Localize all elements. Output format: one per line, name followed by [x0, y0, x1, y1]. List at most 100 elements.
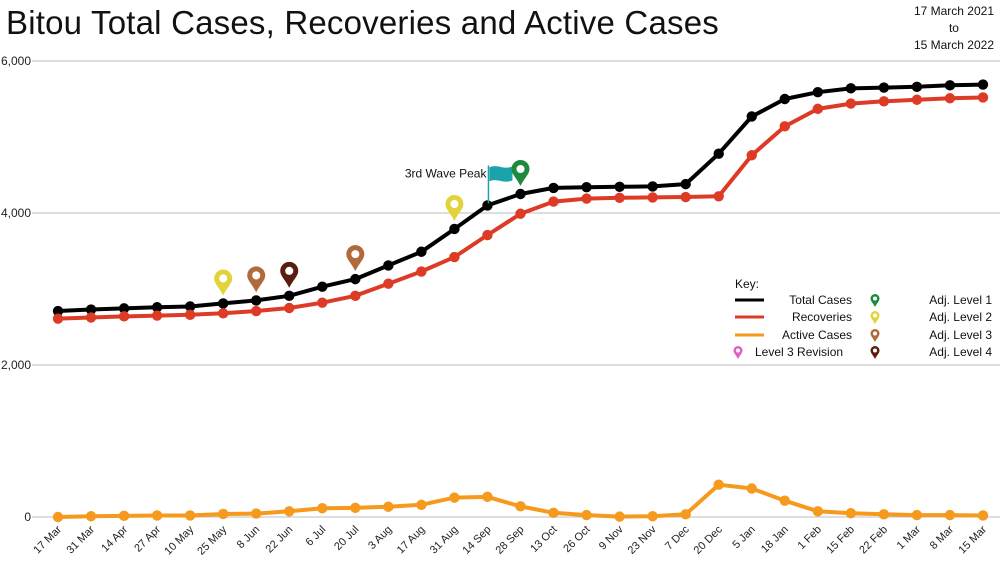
data-point-active-cases — [251, 508, 262, 519]
wave-peak-label: 3rd Wave Peak — [405, 166, 488, 180]
data-point-total-cases — [548, 182, 559, 194]
data-point-recoveries — [911, 94, 923, 105]
data-point-recoveries — [416, 266, 427, 277]
x-tick-label: 18 Jan — [759, 524, 791, 556]
data-point-active-cases — [151, 510, 163, 521]
y-tick-label: 6,000 — [1, 54, 31, 68]
data-point-recoveries — [217, 308, 229, 319]
data-point-active-cases — [217, 508, 229, 520]
series-line-active-cases — [56, 482, 985, 519]
data-point-active-cases — [284, 506, 295, 517]
date-range-to-word: to — [948, 21, 959, 35]
data-point-total-cases — [118, 303, 130, 314]
legend-label-revision: Level 3 Revision — [755, 345, 843, 359]
data-point-total-cases — [151, 302, 163, 313]
x-tick-label: 22 Feb — [857, 524, 890, 557]
marker-adj-level-2-icon — [214, 269, 233, 296]
legend-label-level-4: Adj. Level 4 — [929, 345, 992, 359]
data-point-recoveries — [251, 305, 262, 317]
data-point-total-cases — [251, 295, 262, 306]
pin-hole — [219, 274, 228, 283]
x-tick-label: 9 Nov — [597, 523, 626, 552]
data-point-active-cases — [911, 509, 923, 521]
x-tick-label: 5 Jan — [730, 524, 758, 552]
data-point-active-cases — [779, 495, 790, 506]
x-tick-label: 25 May — [195, 523, 229, 557]
data-point-active-cases — [713, 479, 724, 490]
data-point-active-cases — [52, 511, 64, 523]
x-tick-label: 3 Aug — [366, 524, 394, 552]
date-range-to: 15 March 2022 — [913, 38, 994, 52]
x-tick-label: 15 Feb — [824, 524, 857, 557]
legend-label-active-cases: Active Cases — [782, 328, 852, 342]
y-tick-label: 4,000 — [1, 206, 31, 220]
series-layer — [52, 79, 989, 523]
pin-hole — [735, 348, 741, 353]
data-point-recoveries — [746, 150, 757, 161]
x-tick-label: 8 Mar — [928, 523, 957, 552]
data-point-recoveries — [52, 313, 64, 324]
data-point-recoveries — [151, 310, 163, 321]
x-tick-label: 7 Dec — [663, 523, 692, 552]
data-point-recoveries — [85, 312, 97, 323]
data-point-total-cases — [977, 79, 989, 90]
data-point-total-cases — [581, 181, 592, 193]
data-point-total-cases — [85, 304, 97, 315]
pin-hole — [252, 271, 261, 280]
data-point-active-cases — [515, 501, 526, 512]
x-tick-label: 10 May — [162, 523, 196, 557]
data-point-recoveries — [317, 297, 328, 308]
legend-label-level-2: Adj. Level 2 — [929, 310, 992, 324]
data-point-recoveries — [779, 121, 790, 132]
data-point-recoveries — [845, 98, 857, 109]
data-point-recoveries — [482, 229, 493, 241]
data-point-active-cases — [118, 510, 130, 522]
y-axis: 0 2,000 4,000 6,000 — [1, 54, 31, 524]
data-point-active-cases — [482, 491, 493, 503]
data-point-total-cases — [515, 188, 526, 200]
marker-adj-level-4-icon — [280, 261, 299, 288]
marker-adj-level-2-icon — [445, 194, 464, 221]
x-tick-label: 1 Mar — [895, 523, 924, 552]
data-point-active-cases — [977, 510, 989, 521]
x-tick-label: 8 Jun — [235, 524, 263, 552]
data-point-active-cases — [680, 509, 691, 520]
data-point-active-cases — [812, 506, 824, 517]
x-tick-label: 26 Oct — [561, 524, 592, 555]
x-tick-label: 31 Mar — [64, 523, 97, 556]
data-point-recoveries — [878, 96, 890, 107]
y-tick-label: 0 — [24, 510, 31, 524]
x-tick-label: 31 Aug — [428, 524, 461, 557]
x-axis: 17 Mar 31 Mar 14 Apr 27 Apr 10 May 25 May 8 Ju… — [31, 523, 989, 557]
legend-level-2-pin-icon — [870, 311, 880, 324]
pin-hole — [516, 164, 525, 174]
data-point-recoveries — [118, 311, 130, 322]
legend-label-recoveries: Recoveries — [792, 310, 852, 324]
data-point-active-cases — [85, 511, 97, 522]
data-point-recoveries — [647, 192, 658, 203]
data-point-recoveries — [284, 302, 295, 314]
legend-title: Key: — [735, 277, 759, 291]
x-tick-label: 14 Apr — [99, 523, 130, 554]
data-point-total-cases — [416, 246, 427, 257]
x-tick-label: 13 Oct — [528, 524, 559, 555]
legend-label-level-1: Adj. Level 1 — [929, 293, 992, 307]
data-point-total-cases — [482, 200, 493, 211]
legend: Key: Total Cases Recoveries Active Cases Lev… — [733, 277, 992, 359]
x-tick-label: 14 Sep — [460, 524, 493, 557]
pin-hole — [450, 199, 459, 209]
gridlines — [32, 60, 1000, 518]
data-point-recoveries — [449, 251, 460, 263]
data-point-active-cases — [878, 509, 890, 520]
data-point-recoveries — [184, 309, 196, 321]
pin-hole — [872, 348, 878, 353]
y-tick-label: 2,000 — [1, 358, 31, 372]
flag-icon — [489, 166, 513, 182]
x-tick-label: 23 Nov — [626, 523, 659, 556]
data-point-active-cases — [581, 509, 592, 521]
data-point-total-cases — [812, 86, 824, 98]
data-point-total-cases — [845, 83, 857, 94]
data-point-active-cases — [416, 499, 427, 511]
legend-revision-pin-icon — [733, 346, 743, 359]
